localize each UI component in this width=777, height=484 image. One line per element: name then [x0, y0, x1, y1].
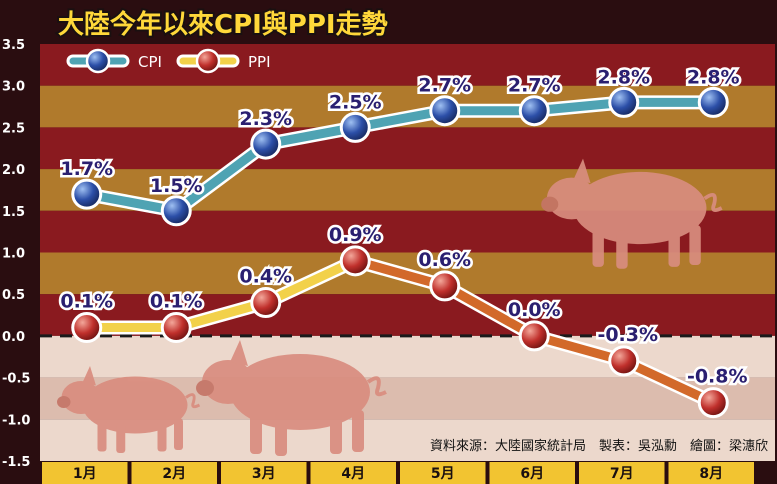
cpi-point [429, 95, 461, 127]
data-label: 2.7% [508, 75, 561, 97]
data-label: 0.9% [329, 224, 382, 246]
month-cell [579, 462, 665, 484]
y-tick-label: 1.0 [2, 247, 25, 262]
data-label: 2.3% [239, 108, 292, 130]
ppi-point [71, 312, 103, 344]
data-label: 0.4% [239, 266, 292, 288]
data-label: 1.7% [60, 158, 113, 180]
pig-icon [541, 158, 723, 269]
ppi-point [697, 387, 729, 419]
ppi-line-segment [261, 256, 360, 308]
ppi-point [250, 287, 282, 319]
x-tick-label: 6月 [520, 466, 544, 482]
data-label: 2.8% [597, 66, 650, 88]
month-cell [400, 462, 486, 484]
data-label: 0.6% [418, 249, 471, 271]
x-tick-label: 8月 [699, 466, 723, 482]
y-tick-label: 0.5 [2, 288, 25, 303]
chart-title: 大陸今年以來CPI與PPI走勢 [58, 9, 388, 40]
legend: CPI PPI [66, 48, 271, 74]
month-cell [310, 462, 396, 484]
month-cell [221, 462, 307, 484]
data-label: 0.0% [508, 299, 561, 321]
pig-illustrations [57, 158, 723, 456]
cpi-point [71, 178, 103, 210]
cpi-point [697, 86, 729, 118]
data-label: -0.8% [687, 366, 748, 388]
band [40, 335, 775, 378]
y-axis: -1.5 -1.0 -0.5 0.0 0.5 1.0 1.5 2.0 2.5 3.0 3.5 [2, 38, 30, 470]
series-markers [71, 86, 729, 419]
y-tick-label: 1.5 [2, 205, 25, 220]
month-cell [42, 462, 128, 484]
y-tick-label: 2.5 [2, 121, 25, 136]
ppi-point [160, 312, 192, 344]
ppi-line-segment [440, 281, 539, 341]
legend-label: CPI [138, 53, 162, 71]
y-tick-label: -1.5 [2, 455, 30, 470]
x-tick-label: 4月 [341, 466, 365, 482]
ppi-line-segment [619, 356, 718, 408]
data-label: 0.1% [150, 291, 203, 313]
y-tick-label: 0.0 [2, 330, 25, 345]
data-label: 2.7% [418, 75, 471, 97]
y-tick-label: 3.5 [2, 38, 25, 53]
data-label: 2.5% [329, 91, 382, 113]
x-tick-label: 2月 [162, 466, 186, 482]
data-label: 2.8% [687, 66, 740, 88]
month-cell [131, 462, 217, 484]
x-tick-label: 5月 [431, 466, 455, 482]
y-tick-label: -0.5 [2, 372, 30, 387]
legend-swatch-marker [85, 48, 111, 74]
cpi-point [160, 195, 192, 227]
cpi-point [250, 128, 282, 160]
legend-label: PPI [248, 53, 271, 71]
cpi-point [518, 95, 550, 127]
ppi-point [429, 270, 461, 302]
data-label: -0.3% [597, 324, 658, 346]
y-tick-label: 3.0 [2, 80, 25, 95]
legend-swatch-marker [195, 48, 221, 74]
band [40, 127, 775, 170]
pig-icon [196, 340, 387, 456]
ppi-point [339, 245, 371, 277]
x-tick-label: 1月 [73, 466, 97, 482]
x-tick-label: 7月 [610, 466, 634, 482]
y-tick-label: 2.0 [2, 163, 25, 178]
y-tick-label: -1.0 [2, 413, 30, 428]
month-cell [489, 462, 575, 484]
pig-icon [57, 366, 201, 453]
x-tick-label: 3月 [252, 466, 276, 482]
data-label: 1.5% [150, 175, 203, 197]
ppi-point [608, 345, 640, 377]
ppi-point [518, 320, 550, 352]
cpi-point [339, 111, 371, 143]
data-label: 0.1% [60, 291, 113, 313]
cpi-point [608, 86, 640, 118]
month-cell [668, 462, 754, 484]
data-labels: 1.7% 1.5% 2.3% 2.5% 2.7% 2.7% 2.8% 2.8% 0.1% 0.1%… [58, 64, 750, 390]
source-note: 資料來源：大陸國家統計局 製表：吳泓勳 繪圖：梁潓欣 [430, 438, 768, 454]
band [40, 44, 775, 86]
x-axis: 1月 2月 3月 4月 5月 6月 7月 8月 [42, 462, 754, 484]
